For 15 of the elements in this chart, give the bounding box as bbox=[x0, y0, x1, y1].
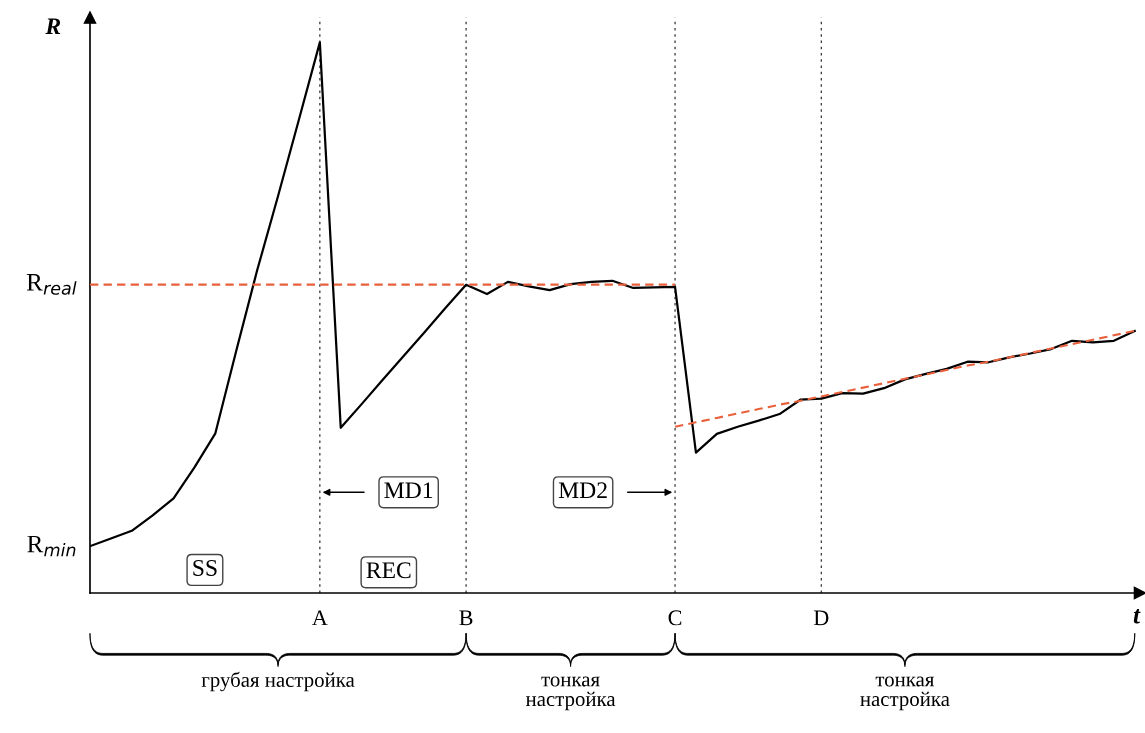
text: тонкая настройка bbox=[860, 676, 950, 711]
text: R$_{real}$ bbox=[26, 274, 77, 295]
text: R$_{min}$ bbox=[27, 535, 76, 557]
text: грубая настройка bbox=[201, 671, 355, 692]
y-axis-title: R bbox=[45, 18, 61, 34]
annotation: MD1 bbox=[384, 482, 433, 499]
annotation: SS bbox=[193, 560, 217, 576]
text: тонкая настройка bbox=[525, 676, 616, 711]
x-tick-label: B bbox=[459, 610, 473, 626]
annotation: REC bbox=[366, 562, 411, 579]
x-axis-title: t bbox=[1133, 609, 1141, 624]
x-tick-label: C bbox=[668, 610, 682, 626]
annotation: MD2 bbox=[558, 482, 607, 499]
x-tick-label: A bbox=[312, 610, 328, 626]
x-tick-label: D bbox=[813, 610, 829, 626]
